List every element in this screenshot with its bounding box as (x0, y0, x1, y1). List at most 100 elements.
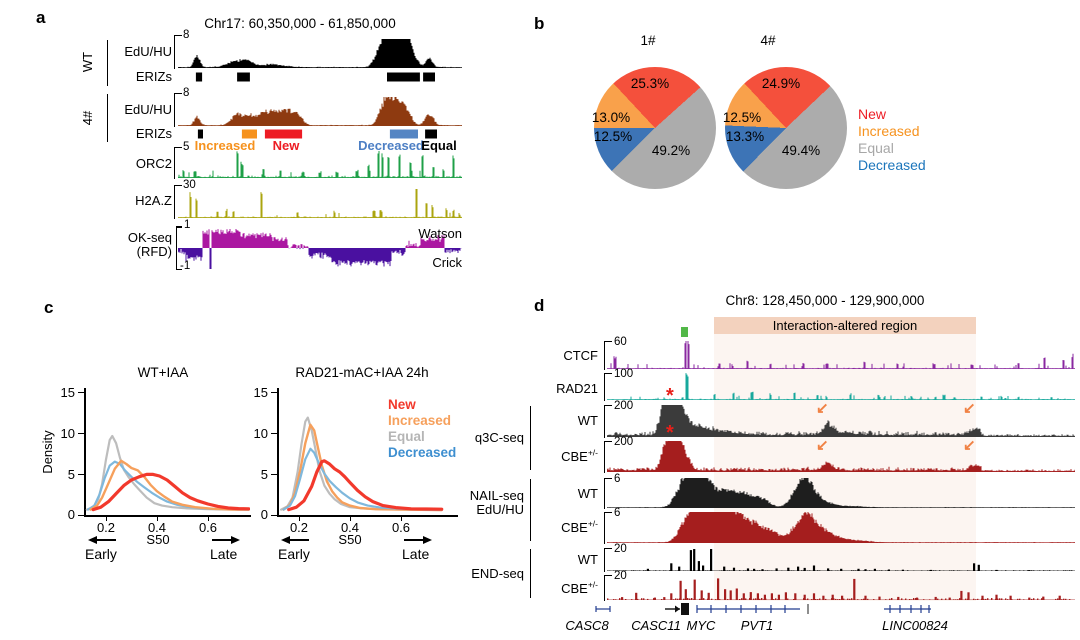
cbe-sup: +/- (587, 579, 598, 590)
end-cbe-label: CBE+/- (540, 579, 598, 596)
plot1-title: WT+IAA (137, 365, 189, 380)
panel-b-label: b (534, 14, 545, 33)
ctcf-label: CTCF (563, 348, 598, 363)
h2az-scale: 30 (183, 179, 196, 191)
plot2-title: RAD21-mAC+IAA 24h (295, 365, 429, 380)
cat-new-label: New (272, 138, 300, 153)
plot1-xtick-label: 0.2 (96, 520, 116, 535)
h2az-track (178, 188, 462, 218)
end-cbe-scale-bracket (604, 575, 612, 601)
altered-site-arrow-icon: ↙ (963, 400, 976, 417)
cbe-base: CBE (561, 581, 588, 596)
cbe-sup: +/- (587, 447, 598, 458)
wt-erizs-label: ERIZs (135, 69, 172, 84)
legend-item-equal: Equal (388, 429, 425, 444)
plot1-x-axis (84, 515, 251, 517)
legend-item-new: New (858, 106, 887, 122)
q3c-wt-track (607, 404, 1075, 437)
gene-label: CASC8 (565, 618, 609, 633)
cat-increased-label: Increased (194, 138, 256, 153)
q3c-wt-scale-bracket (604, 405, 612, 438)
c4-edu-label: EdU/HU (124, 102, 172, 117)
legend-item-new: New (388, 397, 416, 412)
plot1-xlabel: S50 (146, 532, 170, 547)
plot1-late-label: Late (210, 546, 238, 562)
end-wt-label: WT (577, 552, 598, 567)
orc2-scale-bracket (174, 147, 182, 179)
rfd-scale-bottom: -1 (180, 260, 191, 272)
nail-cbe-track (607, 511, 1075, 543)
plot1-y-axis (84, 388, 86, 516)
end-wt-scale: 20 (614, 543, 627, 555)
legend-item-increased: Increased (858, 123, 920, 139)
interaction-region-overlay (714, 334, 976, 601)
rad21-label: RAD21 (556, 381, 598, 396)
plot2-xtick-label: 0.6 (391, 520, 411, 535)
orc2-label: ORC2 (135, 156, 172, 171)
rfd-scale-tick-bottom (176, 268, 182, 271)
plot1-ytick-label: 10 (60, 426, 75, 441)
rad21-scale-bracket (604, 373, 612, 401)
nail-wt-track (607, 477, 1075, 508)
c4-edu-track (178, 96, 462, 126)
wt-erizs-track (178, 72, 462, 82)
ctcf-scale: 60 (614, 336, 627, 348)
panel-a-label: a (36, 8, 46, 27)
ctcf-track (607, 340, 1075, 369)
plot1-density-curves (85, 386, 250, 515)
plot2-ytick (271, 514, 277, 517)
gene-label: LINC00824 (882, 618, 948, 633)
nail-wt-scale: 6 (614, 473, 621, 485)
cat-decreased-label: Decreased (358, 138, 424, 153)
cbe-sup: +/- (587, 518, 598, 529)
plot2-xtick (400, 516, 403, 521)
pie2-decreased-pct: 13.3% (725, 129, 765, 144)
pie1-decreased-pct: 12.5% (593, 129, 633, 144)
wt-edu-scale: 8 (183, 29, 190, 41)
plot2-ytick (271, 473, 277, 476)
plot1-ytick (78, 391, 84, 394)
legend-item-decreased: Decreased (858, 157, 926, 173)
significant-peak-asterisk-icon: * (666, 385, 674, 407)
end-wt-scale-bracket (604, 548, 612, 572)
legend-item-increased: Increased (388, 413, 452, 428)
q3c-cbe-scale-bracket (604, 441, 612, 473)
end-group-bracket (530, 549, 531, 598)
plot2-ytick-label: 5 (260, 467, 268, 482)
gene-annotation-track (560, 602, 1080, 617)
nail-group-label-line1: NAIL-seq (469, 488, 524, 503)
wt-group-label: WT (80, 51, 95, 73)
nail-group-label-line2: EdU/HU (476, 502, 524, 517)
nail-wt-scale-bracket (604, 478, 612, 509)
rad21-track (607, 372, 1075, 400)
density-legend: New Increased Equal Decreased (388, 397, 456, 461)
plot1-xtick (156, 516, 159, 521)
plot2-ytick-label: 15 (253, 385, 268, 400)
okseq-rfd-track (178, 226, 462, 270)
wt-group-bracket (107, 40, 108, 86)
plot1-ytick-label: 15 (60, 385, 75, 400)
okseq-label-line2: (RFD) (136, 244, 172, 259)
pie1-equal-pct: 49.2% (651, 143, 691, 158)
q3c-wt-scale: 200 (614, 400, 634, 412)
panel-d-title: Chr8: 128,450,000 - 129,900,000 (725, 293, 925, 308)
plot1-xtick (207, 516, 210, 521)
orc2-scale: 5 (183, 141, 190, 153)
okseq-label-line1: OK-seq (127, 230, 172, 245)
pie-chart-2 (725, 67, 847, 189)
c4-group-bracket (107, 94, 108, 142)
plot1-ytick (78, 432, 84, 435)
plot1-ytick-label: 5 (67, 467, 75, 482)
plot2-early-label: Early (278, 546, 310, 562)
plot1-xtick (105, 516, 108, 521)
rfd-scale-bracket (176, 226, 177, 270)
plot2-xtick (349, 516, 352, 521)
plot2-late-label: Late (402, 546, 430, 562)
c4-edu-scale-bracket (174, 93, 182, 127)
plot1-ylabel: Density (40, 430, 55, 474)
wt-edu-scale-bracket (174, 35, 182, 69)
nail-wt-label: WT (577, 486, 598, 501)
panel-c-label: c (44, 298, 54, 317)
pie2-increased-pct: 12.5% (722, 110, 762, 125)
gene-label: PVT1 (740, 618, 774, 633)
